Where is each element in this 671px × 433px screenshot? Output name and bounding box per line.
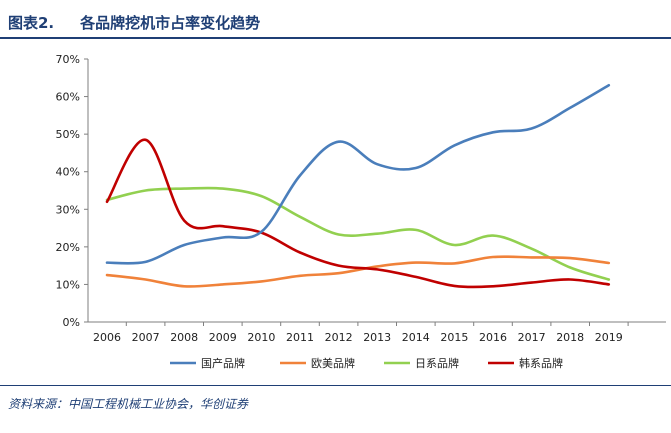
legend-label: 日系品牌 (415, 356, 459, 370)
series-line (105, 186, 611, 281)
y-tick-label: 70% (56, 53, 80, 66)
figure-title: 图表2. 各品牌挖机市占率变化趋势 (8, 12, 260, 33)
x-tick-label: 2012 (325, 331, 353, 344)
x-tick-label: 2015 (440, 331, 468, 344)
y-tick-label: 50% (56, 128, 80, 141)
x-tick-label: 2013 (363, 331, 391, 344)
legend-label: 韩系品牌 (519, 356, 563, 370)
series-line (105, 138, 611, 289)
x-tick-label: 2017 (518, 331, 546, 344)
y-tick-label: 40% (56, 166, 80, 179)
x-tick-label: 2019 (595, 331, 623, 344)
title-rule (0, 37, 671, 39)
source-note: 资料来源：中国工程机械工业协会，华创证券 (8, 397, 249, 411)
legend-label: 欧美品牌 (311, 356, 355, 370)
source-rule (0, 385, 671, 386)
x-tick-label: 2018 (556, 331, 584, 344)
series-line (105, 255, 611, 288)
legend-label: 国产品牌 (201, 356, 245, 370)
line-chart: 0% 10% 20% 30% 40% 50% 60% 70% 2006 2007 2008 2009 2… (56, 53, 666, 370)
x-tick-label: 2010 (247, 331, 275, 344)
y-tick-label: 0% (63, 316, 80, 329)
y-tick-label: 20% (56, 241, 80, 254)
y-tick-label: 30% (56, 203, 80, 216)
y-tick-label: 10% (56, 278, 80, 291)
y-tick-label: 60% (56, 91, 80, 104)
x-tick-label: 2008 (170, 331, 198, 344)
x-tick-label: 2016 (479, 331, 507, 344)
x-tick-label: 2014 (402, 331, 430, 344)
x-tick-label: 2011 (286, 331, 314, 344)
figure-number: 图表2. (8, 14, 55, 32)
x-tick-label: 2009 (209, 331, 237, 344)
x-tick-label: 2006 (93, 331, 121, 344)
series-line (105, 84, 611, 265)
x-tick-label: 2007 (132, 331, 160, 344)
figure-title-text: 各品牌挖机市占率变化趋势 (80, 14, 261, 32)
